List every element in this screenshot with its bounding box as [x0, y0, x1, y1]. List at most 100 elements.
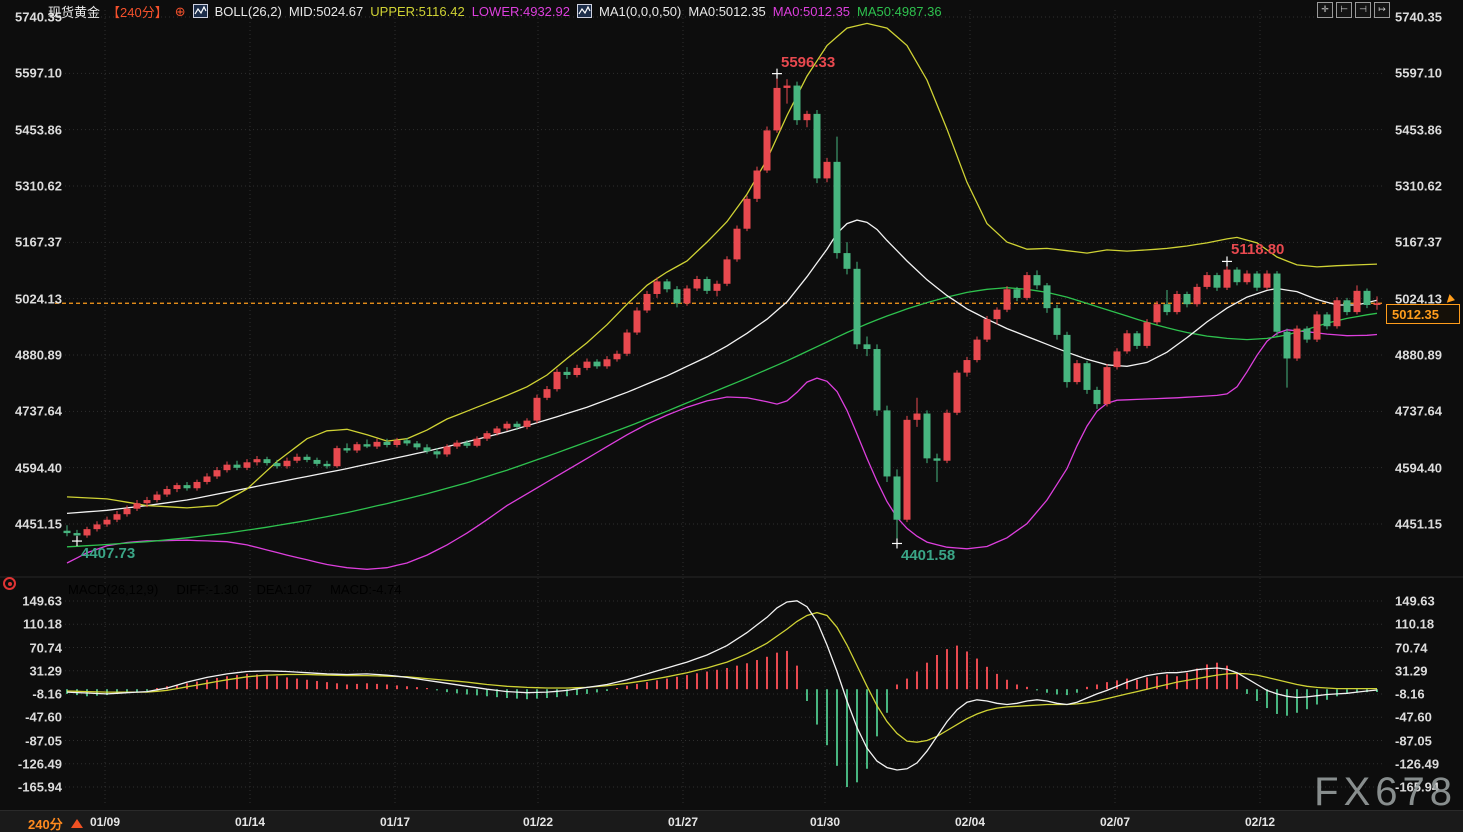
crosshair-icon[interactable]: ✛ [1317, 2, 1333, 18]
time-axis-bar[interactable]: 240分 01/09 01/14 01/17 01/22 01/27 01/30 02/04… [0, 810, 1463, 832]
candle [923, 413, 931, 459]
add-indicator-icon[interactable]: ⊕ [174, 3, 186, 19]
candle [553, 371, 561, 390]
candle [823, 161, 831, 179]
candle [1233, 269, 1241, 283]
price-annotation: 5596.33 [781, 53, 836, 71]
timeframe-label: 【240分】 [107, 4, 168, 20]
candle [1203, 275, 1211, 287]
watermark: FX678 [1314, 770, 1457, 814]
chart-toolbar: ✛ ⊢ ⊣ ↦ [1317, 2, 1390, 18]
date-axis-label: 01/30 [809, 815, 841, 829]
candle [323, 463, 331, 467]
pan-right-icon[interactable]: ↦ [1374, 2, 1390, 18]
candle [1373, 303, 1381, 305]
date-axis-label: 01/27 [667, 815, 699, 829]
candle [833, 161, 841, 254]
date-axis-label: 01/09 [89, 815, 121, 829]
candle [983, 319, 991, 340]
candle [433, 451, 441, 455]
candle [1213, 275, 1221, 288]
dea-line [66, 611, 1377, 743]
ma50-line [66, 287, 1378, 548]
candle [1253, 273, 1261, 288]
macd-axis-label: 31.29 [1395, 663, 1428, 679]
timeframe-selector[interactable]: 240分 [28, 814, 83, 832]
timeframe-text: 240分 [28, 817, 63, 832]
candle [793, 85, 801, 121]
candle [1193, 286, 1201, 305]
macd-axis-label: 110.18 [22, 616, 62, 632]
date-axis-label: 02/12 [1244, 815, 1276, 829]
boll-label: BOLL(26,2) [214, 3, 282, 19]
price-axis-label: 4594.40 [15, 460, 62, 476]
candle [1153, 304, 1161, 323]
candle [613, 353, 621, 360]
macd-diff-value: DIFF:-1.30 [176, 582, 239, 597]
price-annotation: 4407.73 [81, 545, 136, 563]
macd-axis-label: 70.74 [29, 640, 62, 655]
candle [623, 332, 631, 354]
candle [193, 481, 201, 489]
hot-marker-icon[interactable] [3, 577, 16, 590]
candle [1183, 293, 1191, 305]
candle [783, 85, 791, 88]
candle [293, 456, 301, 461]
candle [213, 470, 221, 477]
macd-axis-label: -165.94 [1395, 779, 1440, 795]
candle [563, 371, 571, 375]
candle [633, 310, 641, 333]
candle [83, 529, 91, 536]
scale-right-icon[interactable]: ⊣ [1355, 2, 1371, 18]
macd-axis-label: -8.16 [1395, 686, 1425, 702]
candle [993, 309, 1001, 320]
candle [1053, 308, 1061, 335]
candle [173, 485, 181, 490]
candle [1163, 304, 1171, 313]
candle [913, 413, 921, 420]
candle [583, 361, 591, 368]
candle [1173, 293, 1181, 313]
candle [273, 463, 281, 467]
scale-left-icon[interactable]: ⊢ [1336, 2, 1352, 18]
candle [853, 268, 861, 345]
candle [1303, 328, 1311, 340]
candle [523, 420, 531, 427]
candle [1083, 363, 1091, 390]
candle [1023, 275, 1031, 298]
date-axis-label: 01/14 [234, 815, 266, 829]
indicator-icon[interactable] [576, 4, 592, 18]
candle [603, 359, 611, 367]
candle [1013, 289, 1021, 298]
date-axis-label: 02/07 [1099, 815, 1131, 829]
price-axis-label: 5740.35 [1395, 9, 1442, 25]
indicator-icon[interactable] [192, 4, 208, 18]
candle [1343, 300, 1351, 313]
price-axis-label: 4594.40 [1395, 460, 1442, 476]
price-axis-label: 5024.13 [1395, 291, 1442, 307]
candle [283, 460, 291, 467]
macd-legend: MACD(26,12,9) DIFF:-1.30 DEA:1.07 MACD:-… [68, 582, 402, 597]
candle [1293, 328, 1301, 359]
macd-axis-label: -47.60 [1395, 709, 1432, 725]
ma50-value: MA50:4987.36 [857, 3, 942, 19]
candle [533, 397, 541, 421]
candle [953, 372, 961, 413]
candle [343, 448, 351, 451]
ma0-magenta-value: MA0:5012.35 [772, 3, 851, 19]
price-axis-label: 5167.37 [1395, 234, 1442, 250]
candle [593, 361, 601, 367]
boll-lower-value: LOWER:4932.92 [471, 3, 570, 19]
boll-mid-value: MID:5024.67 [288, 3, 364, 19]
macd-axis-label: 149.63 [22, 593, 62, 609]
candle [1113, 351, 1121, 368]
candle [1273, 273, 1281, 332]
candle [333, 448, 341, 467]
candle [243, 462, 251, 468]
macd-axis-label: -47.60 [25, 709, 62, 725]
macd-axis-label: -165.94 [17, 779, 62, 795]
boll-mid-line [66, 219, 1378, 515]
price-axis-label: 5453.86 [15, 122, 62, 138]
